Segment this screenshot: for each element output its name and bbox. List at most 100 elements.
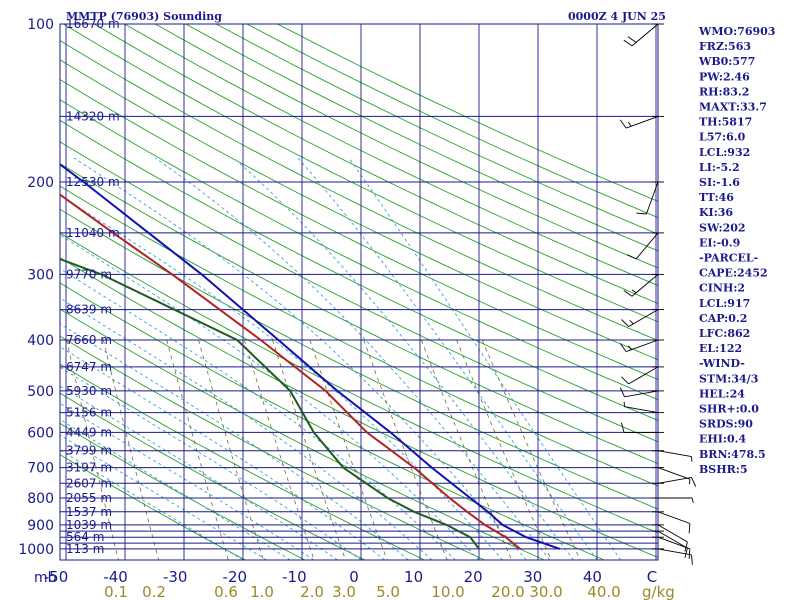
pressure-tick-label: 400 [27,333,54,349]
wind-barb-shaft [657,524,688,543]
dry-adiabat [60,282,605,560]
height-label: 3197 m [66,461,112,475]
wind-barb [652,467,691,485]
pressure-tick-label: 1000 [18,542,54,558]
pressure-tick-label: 600 [27,425,54,441]
height-label: 16670 m [66,17,120,31]
mixing-ratio-tick-label: 0.2 [142,583,166,600]
wind-barb [623,273,664,297]
temperature-tick-label: -20 [223,568,248,586]
index-panel: WMO:76903 FRZ:563 WB0:577 PW:2.46 RH:83.2 MAX… [698,25,775,476]
temperature-tick-label: -40 [103,568,128,586]
index-item: FRZ:563 [699,40,751,53]
wind-barb-shaft [657,467,691,480]
moist-adiabat [60,194,503,560]
index-item: WMO:76903 [698,25,775,38]
index-item: CAP:0.2 [699,312,747,325]
chart-time: 0000Z 4 JUN 25 [568,10,666,23]
temperature-tick-label: 40 [583,568,602,586]
wind-barbs [619,23,697,565]
dry-adiabats [60,24,658,560]
wind-barb-feather [684,547,688,558]
wind-barb-feather [691,554,693,565]
wind-barb [636,181,664,215]
dry-adiabat [60,422,306,560]
chart-title: MMTP (76903) Sounding [66,10,222,23]
wind-barb-feather [620,422,625,433]
index-item: MAXT:33.7 [699,101,767,114]
moist-adiabat [60,402,315,560]
index-item: TT:46 [699,191,734,204]
pressure-tick-label: 800 [27,491,54,507]
wind-barb-feather [623,290,633,297]
plot-frame [59,23,659,561]
height-label: 7660 m [66,333,112,347]
dry-adiabat [60,59,658,361]
temperature-tick-label: 0 [349,568,359,586]
pressure-tick-label: 900 [27,518,54,534]
index-item: TH:5817 [699,116,752,129]
index-item: LCL:932 [699,146,750,159]
dry-adiabat [60,163,658,465]
wind-barb-feather [623,39,633,47]
index-item: BSHR:5 [699,463,748,476]
index-item: HEL:24 [699,387,745,400]
index-item: -WIND- [699,357,745,370]
mixing-ratio-tick-label: 0.1 [104,583,128,600]
wind-barb [626,232,664,260]
wind-barb-feather [619,119,627,129]
dry-adiabat [60,308,545,560]
wind-barb-half-feather [627,121,632,127]
wind-barb [652,497,694,503]
height-label: 5156 m [66,406,112,420]
wind-barb-shaft [645,181,659,215]
wind-barb-shaft [625,115,659,129]
wind-barb-feather [636,212,647,215]
wind-barb [621,366,664,385]
index-item: CAPE:2452 [699,267,768,280]
mixing-ratio-line [363,339,448,560]
dry-adiabat [60,335,485,560]
pressure-tick-label: 200 [27,175,54,191]
wind-barb-shaft [657,476,692,484]
dry-adiabat [60,40,658,342]
wind-barb-feather [627,36,637,43]
dry-adiabat [60,78,658,381]
wind-barb-feather [619,387,625,397]
mixing-ratio-tick-label: 3.0 [332,583,356,600]
temperature-tick-label: 30 [523,568,542,586]
height-label: 1537 m [66,505,112,519]
wind-barb-shaft [657,450,692,458]
wind-barb-half-feather [631,289,637,294]
height-label: 9770 m [66,267,112,281]
index-item: BRN:478.5 [699,448,766,461]
wind-barb [619,387,664,398]
dry-adiabat [63,24,658,323]
moist-adiabat [60,346,385,560]
index-item: EI:-0.9 [699,236,740,249]
wind-barb [652,530,688,558]
height-label: 14320 m [66,109,120,123]
mixing-ratio-line [198,339,264,560]
mixing-ratio-tick-label: 1.0 [250,583,274,600]
mixing-ratio-line [481,339,581,560]
pressure-tick-label: 500 [27,384,54,400]
index-item: STM:34/3 [699,372,758,385]
wind-barb [619,115,664,129]
mixing-ratio-tick-label: 20.0 [491,583,524,600]
height-label: 2055 m [66,491,112,505]
wind-barb [652,524,688,552]
wind-barb-shaft [624,390,659,398]
dry-adiabat [154,24,658,269]
temperature-tick-label: -10 [282,568,307,586]
index-item: LI:-5.2 [699,161,740,174]
index-item: L57:6.0 [699,131,746,144]
pressure-tick-label: 100 [27,17,54,33]
wind-barb-shaft [657,530,688,549]
temperature-tick-label: 10 [404,568,423,586]
wind-barb-feather [688,523,691,534]
mixing-ratio-line [166,339,229,560]
wind-barb [620,422,664,433]
index-item: LFC:862 [699,327,750,340]
